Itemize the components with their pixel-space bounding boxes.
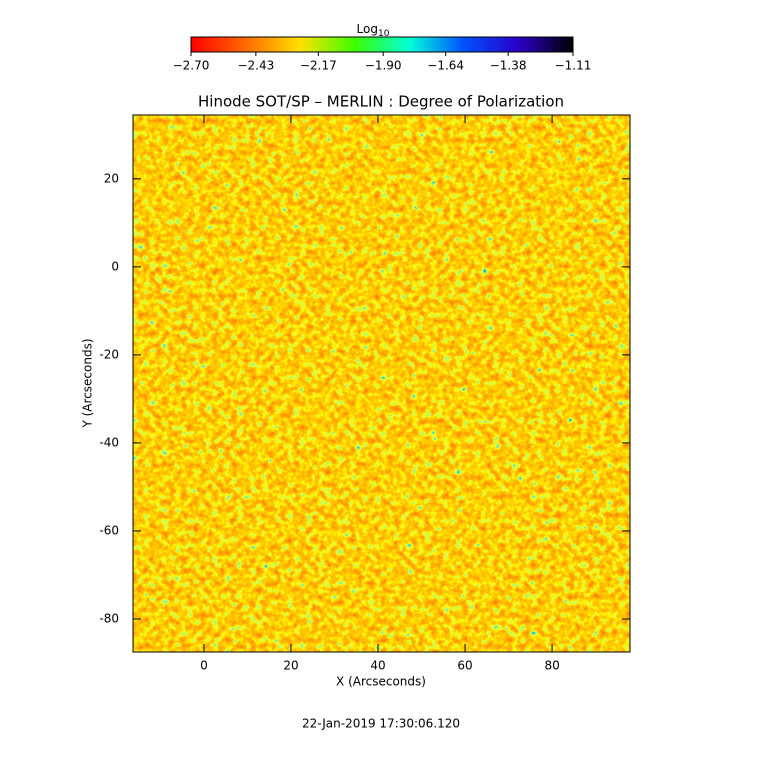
colorbar-tick-label: −2.43 bbox=[237, 59, 274, 73]
y-tick-label: -40 bbox=[99, 435, 119, 449]
x-tick-label: 80 bbox=[544, 659, 559, 673]
colorbar bbox=[190, 36, 574, 53]
x-tick-label: 40 bbox=[370, 659, 385, 673]
y-tick-label: 20 bbox=[104, 171, 119, 185]
y-tick-label: 0 bbox=[111, 259, 119, 273]
y-axis-label: Y (Arcseconds) bbox=[81, 338, 95, 428]
x-tick-label: 0 bbox=[200, 659, 208, 673]
x-tick-label: 60 bbox=[457, 659, 472, 673]
x-tick-label: 20 bbox=[283, 659, 298, 673]
colorbar-tick-label: −1.64 bbox=[427, 59, 464, 73]
x-axis-label: X (Arcseconds) bbox=[336, 675, 426, 689]
y-tick-label: -80 bbox=[99, 611, 119, 625]
colorbar-label-subscript: 10 bbox=[378, 29, 390, 39]
y-tick-label: -20 bbox=[99, 347, 119, 361]
colorbar-tick-label: −1.90 bbox=[365, 59, 402, 73]
colorbar-tick-label: −1.11 bbox=[555, 59, 592, 73]
colorbar-label: Log10 bbox=[357, 22, 390, 39]
colorbar-label-text: Log bbox=[357, 22, 378, 36]
y-tick-label: -60 bbox=[99, 523, 119, 537]
colorbar-tick-label: −2.17 bbox=[300, 59, 337, 73]
footer-timestamp: 22-Jan-2019 17:30:06.120 bbox=[302, 717, 460, 731]
plot-frame bbox=[132, 114, 631, 653]
heatmap-image bbox=[133, 115, 630, 652]
chart-title: Hinode SOT/SP – MERLIN : Degree of Polar… bbox=[198, 93, 564, 111]
colorbar-tick-label: −1.38 bbox=[490, 59, 527, 73]
colorbar-tick-label: −2.70 bbox=[173, 59, 210, 73]
